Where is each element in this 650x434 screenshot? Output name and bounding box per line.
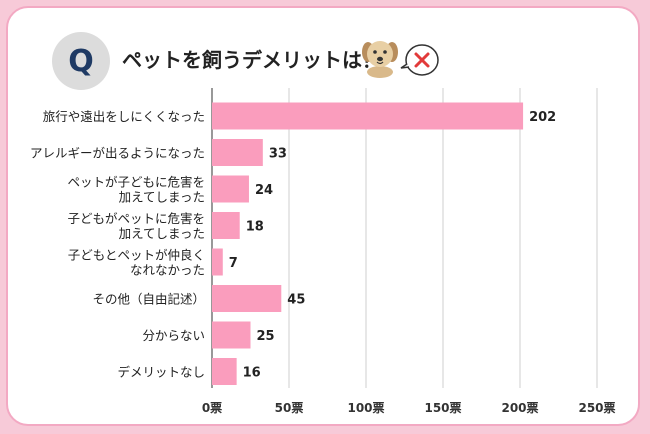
data-label: 33 <box>269 147 287 162</box>
question-badge: Q <box>52 32 110 90</box>
dog-icon <box>362 41 398 78</box>
bar <box>212 139 263 166</box>
bar <box>212 212 240 239</box>
data-label: 25 <box>257 329 275 344</box>
category-label: 旅行や遠出をしにくくなった <box>43 109 205 124</box>
data-label: 24 <box>255 183 273 198</box>
data-label: 16 <box>243 366 261 381</box>
x-tick-label: 50票 <box>275 401 304 415</box>
cross-icon <box>400 44 439 76</box>
x-tick-label: 100票 <box>347 401 384 415</box>
category-label: なれなかった <box>130 263 205 278</box>
data-label: 45 <box>287 293 305 308</box>
category-label: その他（自由記述） <box>92 292 205 307</box>
category-label: 子どもとペットが仲良く <box>68 248 205 263</box>
category-label: 加えてしまった <box>119 190 205 205</box>
page-title: ペットを飼うデメリットは？ <box>122 48 382 72</box>
x-tick-label: 200票 <box>501 401 538 415</box>
bar <box>212 102 524 130</box>
bar <box>212 248 223 276</box>
data-label: 18 <box>246 220 264 235</box>
bar <box>212 175 249 203</box>
bar <box>212 358 237 385</box>
data-label: 7 <box>229 256 238 271</box>
chart-card: Q ペットを飼うデメリットは？ <box>6 6 640 426</box>
x-tick-label: 250票 <box>578 401 615 415</box>
category-label: ペットが子どもに危害を <box>67 175 205 190</box>
bar <box>212 321 251 349</box>
category-label: 分からない <box>142 328 205 343</box>
category-label: アレルギーが出るようになった <box>30 146 205 161</box>
data-label: 202 <box>529 110 556 125</box>
bar <box>212 285 282 312</box>
category-label: 子どもがペットに危害を <box>67 211 205 226</box>
category-label: 加えてしまった <box>119 226 205 241</box>
category-label: デメリットなし <box>117 365 205 380</box>
x-tick-label: 150票 <box>424 401 461 415</box>
x-tick-label: 0票 <box>202 401 222 415</box>
